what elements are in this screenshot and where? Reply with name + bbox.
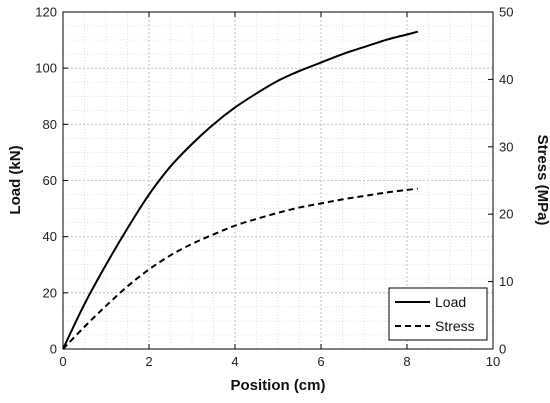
y-left-tick-label: 120 — [35, 5, 57, 20]
y-left-axis-title: Load (kN) — [7, 145, 24, 214]
series-line-load — [62, 30, 419, 350]
x-tick-label: 10 — [486, 354, 500, 369]
y-right-tick-label: 40 — [499, 72, 513, 87]
x-axis-title: Position (cm) — [230, 377, 325, 394]
x-tick-label: 6 — [317, 354, 324, 369]
y-left-tick-label: 0 — [50, 342, 57, 357]
legend: Load Stress — [388, 287, 488, 341]
y-right-tick-label: 30 — [499, 139, 513, 154]
legend-box — [388, 287, 488, 341]
y-left-tick-label: 20 — [43, 285, 57, 300]
y-left-tick-label: 60 — [43, 173, 57, 188]
legend-stress-label: Stress — [435, 318, 475, 334]
y-right-tick-label: 10 — [499, 274, 513, 289]
y-left-tick-label: 80 — [43, 117, 57, 132]
y-right-tick-label: 20 — [499, 207, 513, 222]
x-tick-label: 4 — [231, 354, 238, 369]
x-tick-label: 2 — [145, 354, 152, 369]
y-left-tick-label: 40 — [43, 229, 57, 244]
legend-load-label: Load — [435, 294, 466, 310]
x-tick-label: 0 — [59, 354, 66, 369]
y-right-tick-label: 0 — [499, 342, 506, 357]
y-right-axis-title: Stress (MPa) — [534, 135, 550, 226]
y-left-tick-label: 100 — [35, 61, 57, 76]
series-layer — [62, 30, 419, 350]
ticks-layer — [62, 11, 494, 350]
y-right-tick-label: 50 — [499, 5, 513, 20]
series-line-stress — [62, 187, 418, 350]
x-tick-label: 8 — [403, 354, 410, 369]
